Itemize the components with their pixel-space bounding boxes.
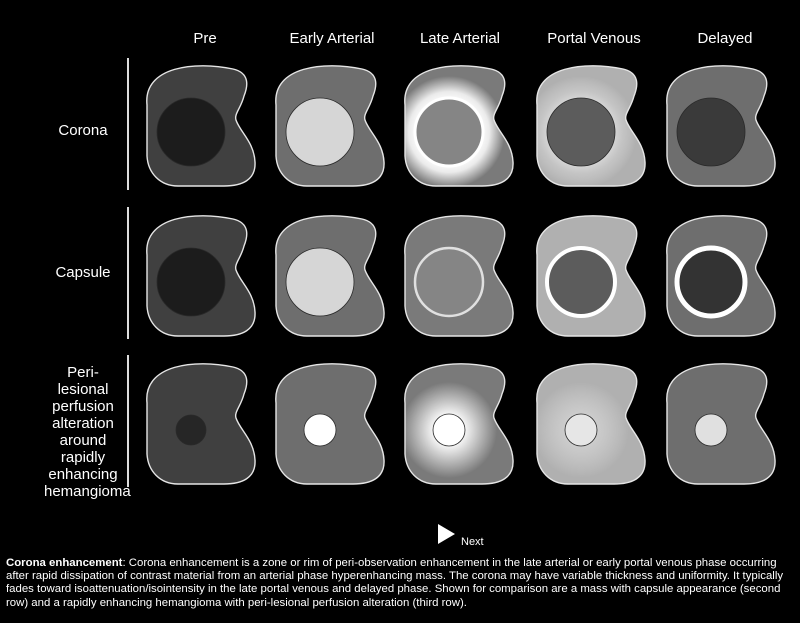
liver-panel [146,215,256,337]
liver-outline [404,65,514,187]
row-label-corona: Corona [44,122,122,139]
liver-panel [275,65,385,187]
lesion [694,413,728,447]
row-label-line: alteration [52,415,114,432]
row-label-line: hemangioma [44,483,131,500]
phase-diagram [146,65,776,485]
liver-outline [146,215,256,337]
liver-outline [536,363,646,485]
liver-panel [536,215,646,337]
row-label-line: Peri-lesional [57,364,109,398]
capsule-ring [674,245,748,319]
lesion [156,247,226,317]
row-label-perilesional: Peri-lesional perfusion alteration aroun… [44,364,131,500]
column-header-early-arterial: Early Arterial [289,30,375,47]
capsule-ring [413,246,485,318]
column-header-portal-venous: Portal Venous [547,30,641,47]
lesion [303,413,337,447]
row-label-line: enhancing [48,466,118,483]
caption-title: Corona enhancement [6,557,123,569]
liver-outline [666,215,776,337]
lesion [285,247,355,317]
capsule-ring [413,96,485,168]
lesion [175,414,207,446]
lesion [546,97,616,167]
liver-panel [275,215,385,337]
row-separator [127,355,129,487]
liver-outline [146,65,256,187]
liver-panel [536,65,646,187]
liver-panel [666,215,776,337]
row-label-line: around [59,432,107,449]
row-separator [127,207,129,339]
liver-panel [404,215,514,337]
liver-outline [666,363,776,485]
next-button[interactable]: Next [438,524,484,548]
lesion [676,97,746,167]
row-label-line: rapidly [60,449,106,466]
liver-panel [275,363,385,485]
row-label-capsule: Capsule [44,264,122,281]
liver-outline [404,215,514,337]
liver-panel [404,65,514,187]
lesion [285,97,355,167]
capsule-ring [545,246,617,318]
liver-panel [666,65,776,187]
caption: Corona enhancement: Corona enhancement i… [6,557,796,610]
liver-panel [666,363,776,485]
liver-panel [536,363,646,485]
column-header-late-arterial: Late Arterial [419,30,501,47]
row-separator [127,58,129,190]
column-header-pre: Pre [193,30,217,47]
liver-outline [666,65,776,187]
liver-outline [275,215,385,337]
liver-outline [146,363,256,485]
row-label-line: Capsule [55,264,111,281]
column-header-delayed: Delayed [697,30,753,47]
lesion [156,97,226,167]
lesion [564,413,598,447]
row-label-line: perfusion [52,398,114,415]
liver-panel [146,65,256,187]
liver-outline [275,363,385,485]
liver-panel [146,363,256,485]
liver-outline [536,215,646,337]
liver-outline [536,65,646,187]
liver-outline [275,65,385,187]
liver-panel [404,363,514,485]
next-label: Next [461,536,484,548]
play-triangle-icon [438,524,455,544]
caption-body: : Corona enhancement is a zone or rim of… [6,557,784,609]
liver-outline [404,363,514,485]
row-label-line: Corona [58,122,108,139]
lesion [432,413,466,447]
